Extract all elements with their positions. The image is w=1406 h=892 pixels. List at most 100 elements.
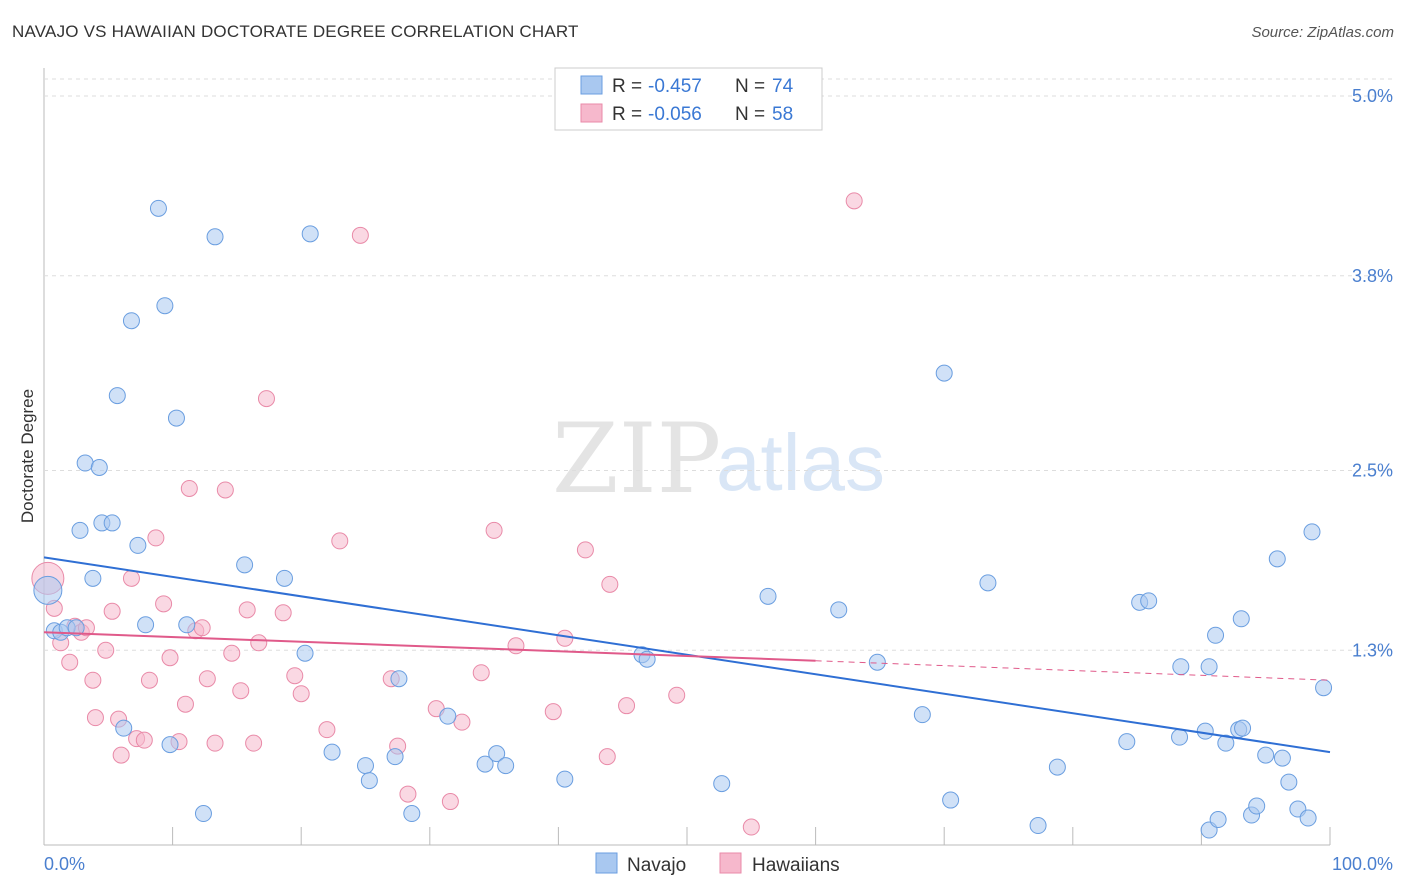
hawaiian-point-28 bbox=[223, 644, 241, 662]
navajo-point-12 bbox=[115, 719, 133, 737]
hawaiian-point-52 bbox=[601, 575, 619, 593]
legend-hawaiian-swatch bbox=[580, 103, 603, 123]
navajo-point-48 bbox=[1029, 817, 1047, 835]
hawaiian-point-29 bbox=[232, 682, 250, 700]
navajo-point-28 bbox=[357, 757, 374, 775]
navajo-point-24 bbox=[275, 569, 293, 587]
x-max-label: 100.0% bbox=[1332, 854, 1393, 874]
navajo-point-45 bbox=[935, 364, 953, 382]
x-ticks bbox=[43, 827, 1331, 845]
legend-navajo-n-value: 74 bbox=[772, 76, 794, 97]
navajo-point-15 bbox=[137, 616, 155, 634]
y-tick-label-3: 5.0% bbox=[1352, 86, 1393, 106]
hawaiian-point-55 bbox=[742, 818, 760, 836]
navajo-point-7 bbox=[84, 569, 102, 587]
hawaiian-point-57 bbox=[472, 664, 490, 682]
navajo-point-72 bbox=[1303, 523, 1321, 541]
navajo-point-43 bbox=[868, 653, 886, 671]
navajo-point-23 bbox=[236, 556, 254, 574]
hawaiian-point-53 bbox=[618, 697, 636, 715]
navajo-point-52 bbox=[1140, 592, 1158, 610]
hawaiian-point-49 bbox=[556, 629, 574, 647]
navajo-point-63 bbox=[1234, 719, 1252, 737]
navajo-point-20 bbox=[178, 616, 196, 634]
hawaiian-point-50 bbox=[576, 541, 594, 559]
navajo-point-55 bbox=[1196, 722, 1214, 740]
source-credit: Source: ZipAtlas.com bbox=[1251, 24, 1394, 41]
hawaiian-point-42 bbox=[399, 785, 417, 803]
hawaiian-point-30 bbox=[238, 601, 256, 619]
hawaiian-point-8 bbox=[86, 709, 104, 727]
navajo-point-8 bbox=[90, 459, 108, 477]
hawaiian-point-24 bbox=[193, 619, 211, 637]
hawaiian-point-3 bbox=[61, 653, 79, 671]
navajo-point-65 bbox=[1248, 797, 1266, 815]
hawaiian-point-34 bbox=[274, 604, 292, 622]
hawaiian-point-39 bbox=[351, 226, 369, 244]
navajo-point-32 bbox=[403, 805, 421, 823]
navajo-point-30 bbox=[386, 748, 404, 766]
navajo-point-47 bbox=[979, 574, 997, 592]
navajo-point-34 bbox=[476, 755, 494, 773]
hawaiian-point-15 bbox=[135, 731, 153, 749]
hawaiian-point-22 bbox=[180, 479, 198, 497]
y-tick-labels: 1.3% 2.5% 3.8% 5.0% bbox=[1352, 86, 1393, 660]
hawaiian-point-36 bbox=[292, 685, 310, 703]
hawaiian-point-9 bbox=[97, 641, 115, 659]
navajo-point-35 bbox=[488, 745, 506, 763]
legend-navajo-r-value: -0.457 bbox=[648, 76, 702, 97]
navajo-point-46 bbox=[942, 791, 960, 809]
hawaiian-trend-line bbox=[43, 631, 816, 662]
hawaiian-point-31 bbox=[245, 734, 263, 752]
hawaiian-point-44 bbox=[441, 793, 459, 811]
hawaiian-point-38 bbox=[331, 532, 349, 550]
navajo-point-57 bbox=[1200, 658, 1218, 676]
navajo-point-69 bbox=[1280, 773, 1298, 791]
navajo-point-42 bbox=[830, 601, 848, 619]
hawaiian-series bbox=[31, 192, 863, 836]
trend-lines bbox=[43, 556, 1331, 754]
hawaiian-point-32 bbox=[250, 634, 268, 652]
y-axis-label: Doctorate Degree bbox=[18, 389, 37, 523]
hawaiian-point-27 bbox=[216, 481, 234, 499]
navajo-point-25 bbox=[296, 644, 314, 662]
hawaiian-point-37 bbox=[318, 721, 336, 739]
navajo-point-71 bbox=[1299, 809, 1317, 827]
navajo-point-33 bbox=[439, 707, 457, 725]
hawaiian-point-47 bbox=[507, 637, 525, 655]
navajo-point-14 bbox=[129, 536, 147, 554]
navajo-point-19 bbox=[167, 409, 185, 427]
navajo-point-0 bbox=[33, 575, 63, 605]
navajo-point-54 bbox=[1171, 728, 1189, 746]
navajo-point-62 bbox=[1232, 610, 1250, 628]
bottom-legend-hawaiian-label: Hawaiians bbox=[752, 855, 840, 876]
navajo-point-13 bbox=[122, 312, 140, 330]
legend-hawaiian-r-label: R = bbox=[612, 104, 642, 125]
y-tick-label-0: 1.3% bbox=[1352, 640, 1393, 660]
hawaiian-point-51 bbox=[598, 748, 616, 766]
x-min-label: 0.0% bbox=[44, 854, 85, 874]
legend-hawaiian-r-value: -0.056 bbox=[648, 104, 702, 125]
navajo-point-37 bbox=[556, 770, 574, 788]
navajo-point-68 bbox=[1273, 749, 1291, 767]
navajo-point-66 bbox=[1257, 746, 1275, 764]
hawaiian-point-13 bbox=[122, 569, 140, 587]
navajo-point-60 bbox=[1217, 734, 1235, 752]
hawaiian-point-46 bbox=[485, 521, 503, 539]
legend-navajo-r-label: R = bbox=[612, 76, 642, 97]
hawaiian-trend-line-extension bbox=[815, 660, 1331, 681]
legend-navajo-swatch bbox=[580, 75, 603, 95]
legend-hawaiian-n-label: N = bbox=[735, 104, 765, 125]
hawaiian-point-35 bbox=[286, 667, 304, 685]
hawaiian-point-56 bbox=[845, 192, 863, 210]
legend-hawaiian-n-value: 58 bbox=[772, 104, 793, 125]
navajo-point-67 bbox=[1268, 550, 1286, 568]
bottom-legend-hawaiian-swatch bbox=[719, 852, 742, 874]
navajo-point-18 bbox=[161, 736, 179, 754]
navajo-point-53 bbox=[1172, 658, 1190, 676]
navajo-trend-line bbox=[43, 556, 1331, 754]
navajo-point-36 bbox=[497, 757, 515, 775]
hawaiian-point-45 bbox=[453, 713, 471, 731]
chart-title: NAVAJO VS HAWAIIAN DOCTORATE DEGREE CORR… bbox=[12, 22, 579, 41]
hawaiian-point-7 bbox=[84, 671, 102, 689]
